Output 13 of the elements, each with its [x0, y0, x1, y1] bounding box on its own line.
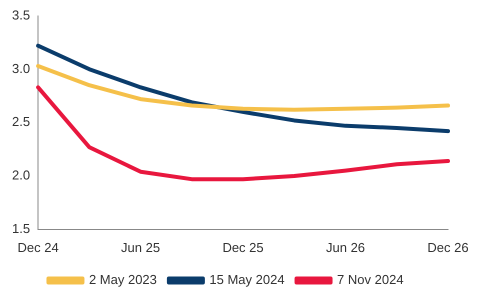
x-tick-label: Dec 24 [17, 240, 59, 255]
y-tick-label: 3.0 [12, 60, 30, 76]
x-tick-label: Jun 25 [121, 240, 160, 255]
legend-label: 7 Nov 2024 [337, 272, 404, 288]
y-tick-label: 1.5 [12, 220, 30, 236]
y-tick-label: 3.5 [12, 7, 30, 22]
x-tick-label: Jun 26 [326, 240, 366, 255]
y-tick-label: 2.5 [12, 114, 30, 130]
legend-label: 15 May 2024 [209, 272, 285, 288]
y-tick-label: 2.0 [12, 168, 30, 183]
legend-label: 2 May 2023 [88, 272, 157, 288]
x-tick-label: Dec 25 [222, 240, 264, 255]
x-tick-label: Dec 26 [427, 240, 469, 255]
